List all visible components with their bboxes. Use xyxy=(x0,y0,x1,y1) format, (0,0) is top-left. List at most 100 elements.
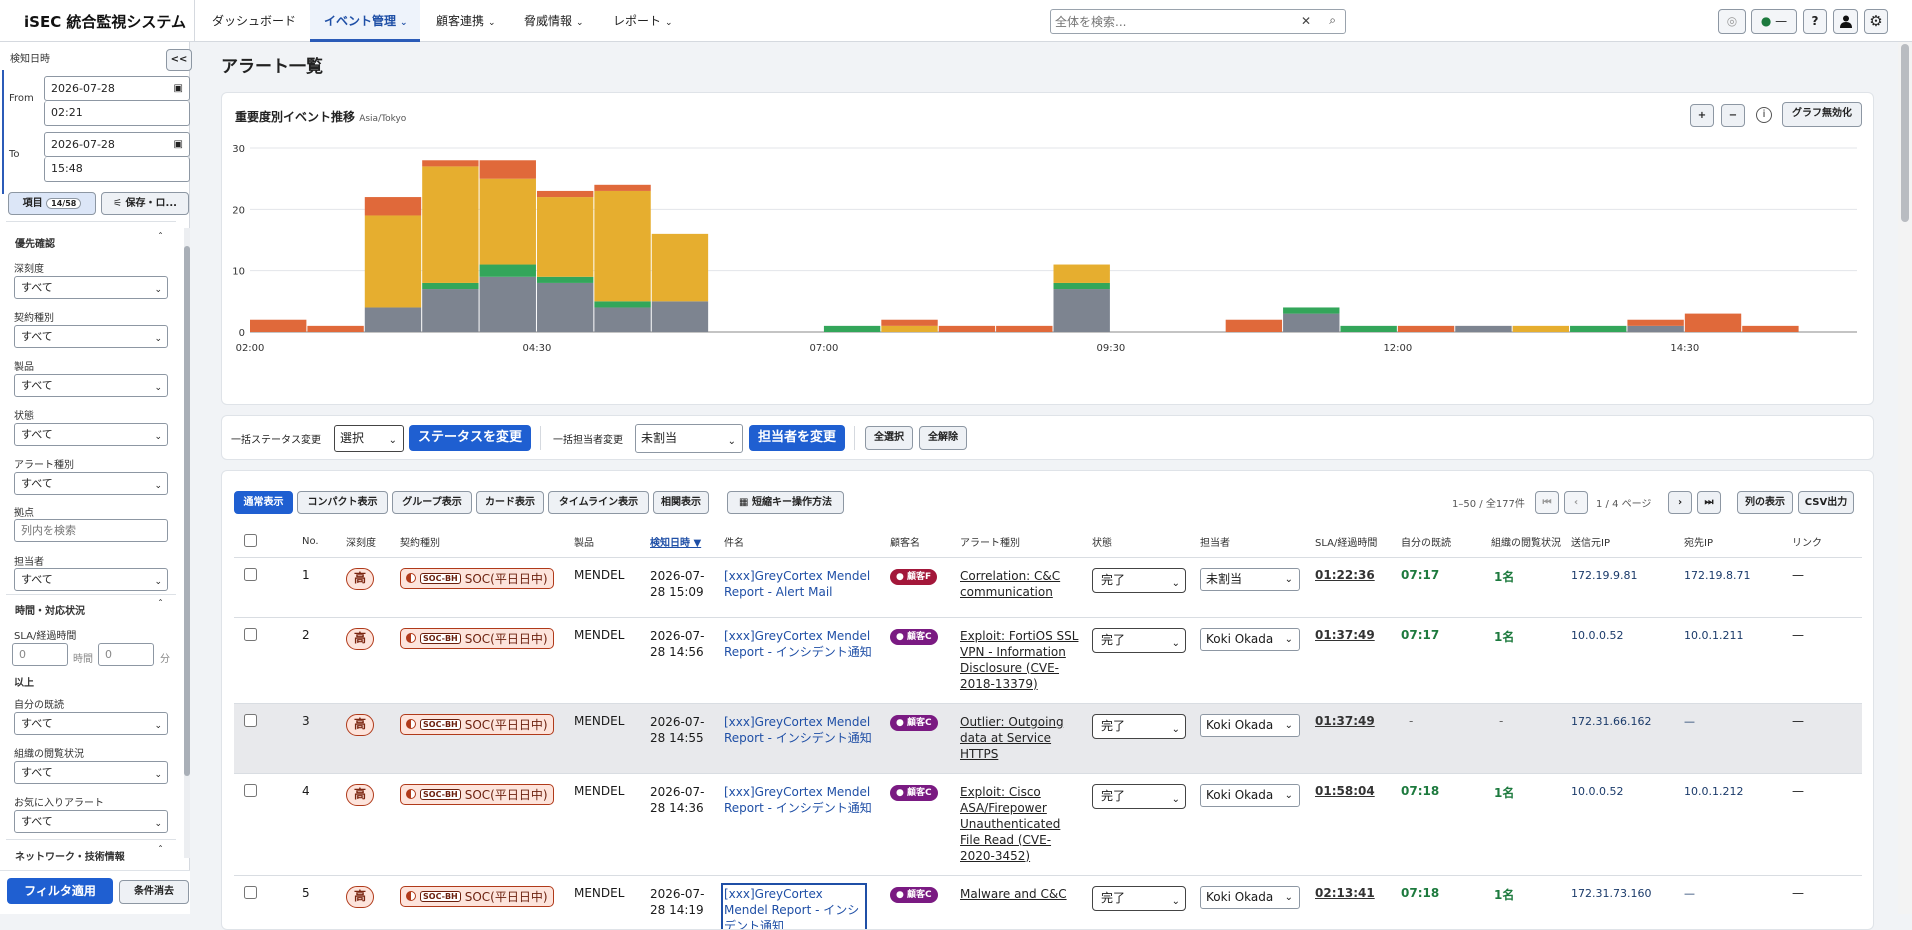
subject-link[interactable]: [xxx]GreyCortex Mendel Report - インシデント通知 xyxy=(724,886,864,930)
chart-bar-segment[interactable] xyxy=(480,277,536,332)
collapse-sidebar-button[interactable]: << xyxy=(166,49,192,71)
chart-bar-segment[interactable] xyxy=(881,326,937,332)
page-scrollbar-thumb[interactable] xyxy=(1901,44,1909,222)
col-subject[interactable]: 件名 xyxy=(724,527,890,557)
clear-conditions-button[interactable]: 条件消去 xyxy=(119,880,189,904)
chart-bar-segment[interactable] xyxy=(1627,320,1683,326)
col-product[interactable]: 製品 xyxy=(574,527,650,557)
from-time-input[interactable]: 02:21 xyxy=(44,101,190,126)
chart-bar-segment[interactable] xyxy=(1340,326,1396,332)
chart-bar-segment[interactable] xyxy=(422,283,478,289)
chart-bar-segment[interactable] xyxy=(594,185,650,191)
last-page-button[interactable]: ⏭ xyxy=(1697,491,1721,514)
row-checkbox[interactable] xyxy=(244,784,257,797)
filter-select-alert-type[interactable]: すべて⌄ xyxy=(14,472,168,495)
view-tab-normal[interactable]: 通常表示 xyxy=(234,491,293,514)
col-sla[interactable]: SLA/経過時間 xyxy=(1315,527,1401,557)
chart-bar-segment[interactable] xyxy=(422,166,478,283)
col-alert-type[interactable]: アラート種別 xyxy=(960,527,1092,557)
sla-minutes-input[interactable]: 0 xyxy=(98,643,154,666)
chart-bar-segment[interactable] xyxy=(1283,307,1339,313)
chart-bar-segment[interactable] xyxy=(652,301,708,332)
row-checkbox[interactable] xyxy=(244,568,257,581)
chart-bar-segment[interactable] xyxy=(996,326,1052,332)
status-indicator-button[interactable]: ● — xyxy=(1751,9,1797,34)
alert-type-link[interactable]: Outlier: Outgoing data at Service HTTPS xyxy=(960,715,1064,761)
chart-bar-segment[interactable] xyxy=(480,160,536,178)
chart-bar-segment[interactable] xyxy=(307,326,363,332)
alert-type-link[interactable]: Malware and C&C xyxy=(960,887,1067,901)
notification-icon[interactable]: ◎ xyxy=(1718,9,1746,34)
col-src-ip[interactable]: 送信元IP xyxy=(1571,527,1684,557)
filter-select-assignee[interactable]: すべて⌄ xyxy=(14,568,168,591)
change-assignee-button[interactable]: 担当者を変更 xyxy=(749,425,845,451)
col-no[interactable]: No. xyxy=(302,527,346,557)
subject-link[interactable]: [xxx]GreyCortex Mendel Report - インシデント通知 xyxy=(724,715,872,745)
col-assignee[interactable]: 担当者 xyxy=(1200,527,1315,557)
sla-link[interactable]: 02:13:41 xyxy=(1315,886,1375,900)
deselect-all-button[interactable]: 全解除 xyxy=(919,426,967,450)
chart-bar-segment[interactable] xyxy=(881,320,937,326)
chevron-up-icon[interactable]: ˆ xyxy=(158,845,163,856)
col-contract[interactable]: 契約種別 xyxy=(400,527,574,557)
select-all-button[interactable]: 全選択 xyxy=(865,426,913,450)
col-link[interactable]: リンク xyxy=(1792,527,1862,557)
chart-bar-segment[interactable] xyxy=(1627,326,1683,332)
chevron-up-icon[interactable]: ˆ xyxy=(158,599,163,610)
sla-link[interactable]: 01:58:04 xyxy=(1315,784,1375,798)
from-date-input[interactable]: 2026-07-28▣ xyxy=(44,76,190,101)
view-tab-group[interactable]: グループ表示 xyxy=(392,491,472,514)
col-status[interactable]: 状態 xyxy=(1092,527,1200,557)
bulk-status-select[interactable]: 選択⌄ xyxy=(334,425,404,452)
section-priority-header[interactable]: 優先確認 xyxy=(15,235,55,250)
assignee-select[interactable]: Koki Okada⌄ xyxy=(1200,628,1300,651)
chevron-up-icon[interactable]: ˆ xyxy=(158,232,163,243)
row-link[interactable]: — xyxy=(1792,617,1862,703)
user-icon[interactable] xyxy=(1833,9,1858,34)
col-org-read[interactable]: 組織の閲覧状況 xyxy=(1491,527,1571,557)
sla-hours-input[interactable]: 0 xyxy=(12,643,68,666)
row-link[interactable]: — xyxy=(1792,557,1862,617)
bulk-assignee-select[interactable]: 未割当⌄ xyxy=(635,424,743,453)
change-status-button[interactable]: ステータスを変更 xyxy=(409,425,531,451)
filter-select-severity[interactable]: すべて⌄ xyxy=(14,276,168,299)
subject-link[interactable]: [xxx]GreyCortex Mendel Report - インシデント通知 xyxy=(724,785,872,815)
chart-bar-segment[interactable] xyxy=(422,160,478,166)
chart-bar-segment[interactable] xyxy=(365,215,421,307)
search-icon[interactable]: ⌕ xyxy=(1329,13,1336,28)
col-dst-ip[interactable]: 宛先IP xyxy=(1684,527,1792,557)
chart-bar-segment[interactable] xyxy=(365,197,421,215)
chart-bar-segment[interactable] xyxy=(480,179,536,265)
calendar-icon[interactable]: ▣ xyxy=(174,133,183,156)
chart-bar-segment[interactable] xyxy=(1054,289,1110,332)
chart-bar-segment[interactable] xyxy=(1513,326,1569,332)
status-select[interactable]: 完了⌄ xyxy=(1092,784,1186,809)
chart-bar-segment[interactable] xyxy=(1283,314,1339,332)
row-link[interactable]: — xyxy=(1792,703,1862,773)
chart-bar-segment[interactable] xyxy=(1570,326,1626,332)
view-tab-timeline[interactable]: タイムライン表示 xyxy=(548,491,649,514)
to-time-input[interactable]: 15:48 xyxy=(44,157,190,182)
filter-select-contract[interactable]: すべて⌄ xyxy=(14,325,168,348)
prev-page-button[interactable]: ‹ xyxy=(1564,491,1588,514)
status-select[interactable]: 完了⌄ xyxy=(1092,568,1186,593)
filter-select-status[interactable]: すべて⌄ xyxy=(14,423,168,446)
nav-event-management[interactable]: イベント管理⌄ xyxy=(310,0,420,42)
search-input[interactable] xyxy=(1051,10,1291,33)
save-load-button[interactable]: ⚟ 保存・ロ... xyxy=(101,192,189,215)
chart-bar-segment[interactable] xyxy=(537,197,593,277)
calendar-icon[interactable]: ▣ xyxy=(174,77,183,100)
alert-type-link[interactable]: Exploit: Cisco ASA/Firepower Unauthentic… xyxy=(960,785,1060,863)
sidebar-scrollbar-thumb[interactable] xyxy=(184,246,190,776)
col-severity[interactable]: 深刻度 xyxy=(346,527,400,557)
page-scrollbar[interactable] xyxy=(1898,42,1912,914)
items-button[interactable]: 項目 14/58 xyxy=(8,192,96,215)
to-date-input[interactable]: 2026-07-28▣ xyxy=(44,132,190,157)
csv-export-button[interactable]: CSV出力 xyxy=(1798,491,1854,514)
filter-select-product[interactable]: すべて⌄ xyxy=(14,374,168,397)
